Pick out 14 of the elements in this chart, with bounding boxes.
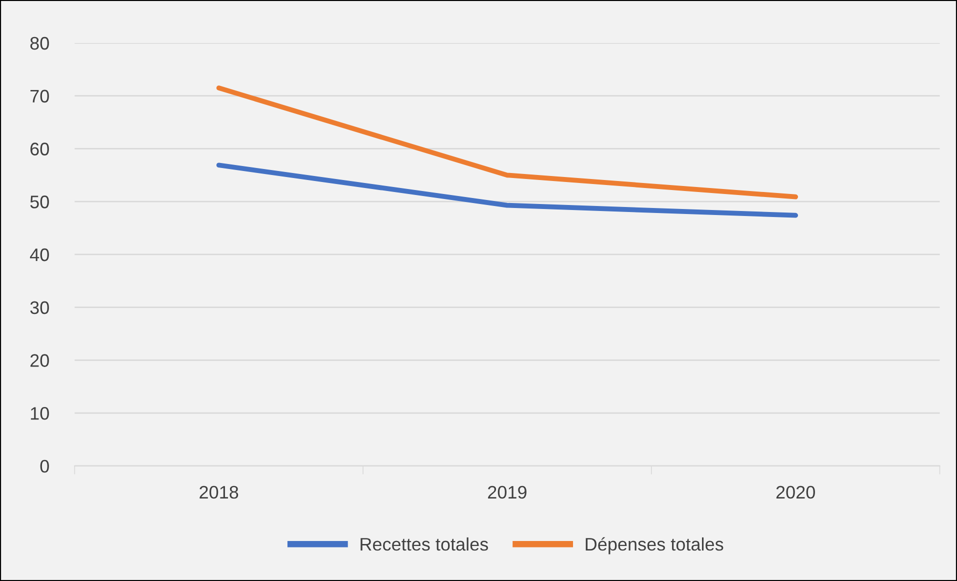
y-tick-label: 30 bbox=[30, 301, 49, 314]
y-tick-label: 80 bbox=[30, 36, 49, 50]
y-tick-label: 60 bbox=[30, 142, 49, 156]
x-tick-label: 2019 bbox=[488, 486, 526, 499]
y-tick-label: 0 bbox=[40, 460, 49, 473]
legend-label: Dépenses totales bbox=[586, 537, 724, 554]
y-tick-label: 50 bbox=[30, 196, 49, 208]
y-tick-label: 40 bbox=[30, 248, 49, 262]
y-tick-label: 10 bbox=[30, 407, 49, 420]
legend-label: Recettes totales bbox=[360, 537, 488, 551]
y-tick-label: 70 bbox=[30, 90, 49, 103]
x-tick-label: 2018 bbox=[200, 486, 238, 499]
y-tick-label: 20 bbox=[30, 354, 49, 367]
x-tick-label: 2020 bbox=[776, 486, 815, 499]
